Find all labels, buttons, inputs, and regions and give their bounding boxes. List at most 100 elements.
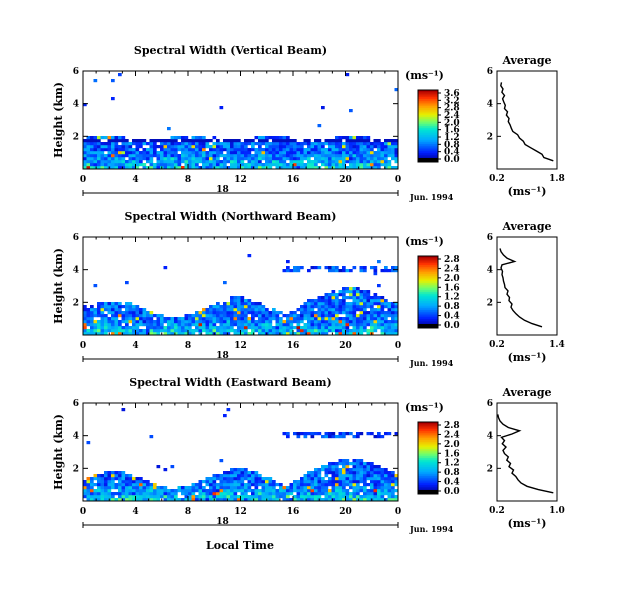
heatmap-cell xyxy=(223,305,227,309)
heatmap-cell xyxy=(233,314,238,318)
heatmap-cell xyxy=(331,474,336,478)
heatmap-cell xyxy=(286,314,290,318)
heatmap-cell xyxy=(93,284,98,288)
heatmap-cell xyxy=(118,326,122,330)
heatmap-cell xyxy=(352,290,357,294)
heatmap-cell xyxy=(356,489,360,493)
heatmap-cell xyxy=(104,145,108,149)
heatmap-cell xyxy=(226,311,231,315)
heatmap-cell xyxy=(160,314,164,318)
heatmap-cell xyxy=(261,326,266,330)
heatmap-cell xyxy=(331,148,336,152)
heatmap-cell xyxy=(387,474,392,478)
heatmap-cell xyxy=(111,474,115,478)
heatmap-cell xyxy=(268,483,273,487)
heatmap-cell xyxy=(135,329,140,333)
heatmap-cell xyxy=(356,486,360,490)
colorbar-tick-label: 0.4 xyxy=(444,148,460,158)
heatmap-cell xyxy=(251,320,255,324)
heatmap-cell xyxy=(107,302,112,306)
heatmap-cell xyxy=(286,151,290,155)
heatmap-cell xyxy=(391,151,395,155)
heatmap-cell xyxy=(342,302,346,306)
heatmap-cell xyxy=(237,148,241,152)
heatmap-cell xyxy=(111,326,115,330)
heatmap-cell xyxy=(310,160,315,164)
heatmap-cell xyxy=(310,495,315,499)
heatmap-cell xyxy=(142,483,147,487)
heatmap-cell xyxy=(373,302,378,306)
heatmap-cell xyxy=(118,302,122,306)
heatmap-cell xyxy=(237,477,241,481)
heatmap-cell xyxy=(310,483,315,487)
heatmap-cell xyxy=(174,326,178,330)
colorbar-swatch xyxy=(418,472,438,475)
heatmap-cell xyxy=(156,320,161,324)
heatmap-cell xyxy=(205,314,210,318)
heatmap-cell xyxy=(303,489,308,493)
heatmap-cell xyxy=(366,151,371,155)
heatmap-cell xyxy=(331,492,336,496)
heatmap-cell xyxy=(324,320,329,324)
heatmap-cell xyxy=(296,489,301,493)
heatmap-cell xyxy=(100,163,105,167)
heatmap-cell xyxy=(268,489,273,493)
heatmap-cell xyxy=(86,311,91,315)
heatmap-cell xyxy=(251,148,255,152)
heatmap-cell xyxy=(387,329,392,333)
heatmap-cell xyxy=(370,329,374,333)
y-tick-label: 6 xyxy=(73,67,79,77)
heatmap-cell xyxy=(300,477,304,481)
heatmap-cell xyxy=(114,148,119,152)
heatmap-cell xyxy=(198,495,203,499)
heatmap-cell xyxy=(380,483,385,487)
heatmap-cell xyxy=(324,157,329,161)
day-label: 18 xyxy=(216,517,229,527)
heatmap-cell xyxy=(261,486,266,490)
heatmap-cell xyxy=(331,326,336,330)
heatmap-cell xyxy=(384,163,388,167)
heatmap-cell xyxy=(324,323,329,327)
heatmap-cell xyxy=(174,160,178,164)
heatmap-cell xyxy=(163,163,168,167)
heatmap-cell xyxy=(181,320,185,324)
average-title: Average xyxy=(501,54,551,67)
heatmap-cell xyxy=(230,308,234,312)
colorbar-swatch xyxy=(418,127,438,131)
heatmap-cell xyxy=(247,483,252,487)
heatmap-cell xyxy=(387,471,392,475)
heatmap-cell xyxy=(86,489,91,493)
heatmap-cell xyxy=(198,157,203,161)
heatmap-cell xyxy=(310,299,315,303)
heatmap-cell xyxy=(380,305,385,309)
heatmap-cell xyxy=(349,145,353,149)
heatmap-cell xyxy=(394,329,399,333)
heatmap-cell xyxy=(380,492,385,496)
heatmap-cell xyxy=(321,305,325,309)
heatmap-cell xyxy=(265,326,269,330)
heatmap-cell xyxy=(86,148,91,152)
heatmap-cell xyxy=(314,157,318,161)
heatmap-cell xyxy=(184,148,189,152)
heatmap-cell xyxy=(237,468,241,472)
colorbar-zero-swatch xyxy=(418,324,438,328)
heatmap-cell xyxy=(128,160,133,164)
heatmap-cell xyxy=(352,323,357,327)
heatmap-cell xyxy=(338,317,343,321)
heatmap-cell xyxy=(121,154,126,158)
average-title: Average xyxy=(501,220,551,233)
heatmap-cell xyxy=(226,471,231,475)
heatmap-cell xyxy=(258,492,262,496)
heatmap-cell xyxy=(139,495,143,499)
heatmap-cell xyxy=(391,320,395,324)
heatmap-cell xyxy=(111,160,115,164)
heatmap-cell xyxy=(83,326,87,330)
heatmap-cell xyxy=(349,486,353,490)
heatmap-cell xyxy=(198,139,203,143)
heatmap-cell xyxy=(230,323,234,327)
heatmap-cell xyxy=(174,151,178,155)
x-tick-label: 8 xyxy=(185,507,191,517)
heatmap-cell xyxy=(307,308,311,312)
heatmap-cell xyxy=(170,323,175,327)
heatmap-cell xyxy=(338,269,343,273)
